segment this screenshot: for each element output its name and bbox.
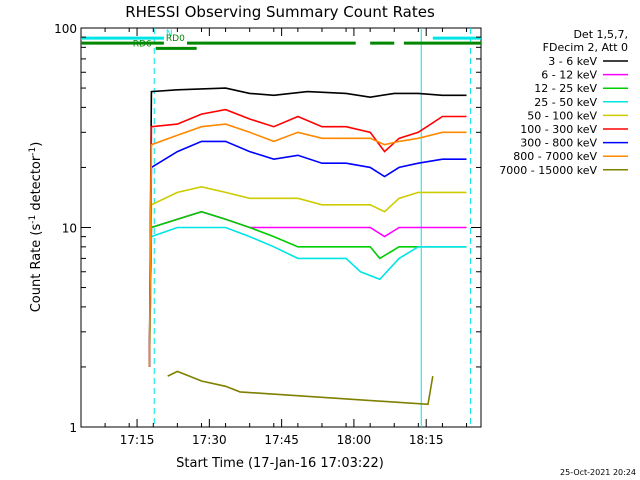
y-axis-label-sup: -1 <box>28 215 38 224</box>
legend-label-6: 300 - 800 keV <box>520 137 597 150</box>
y-tick-label-0: 1 <box>69 421 77 435</box>
flag-label-n: N <box>166 29 173 39</box>
y-axis-label-sup-2: -1 <box>28 147 38 156</box>
legend-label-4: 50 - 100 keV <box>527 109 597 122</box>
legend-label-1: 6 - 12 keV <box>541 69 597 82</box>
axis-ticks: 17:15 17:30 17:45 18:00 18:15 1 10 100 <box>54 22 481 447</box>
legend-label-2: 12 - 25 keV <box>534 82 597 95</box>
series-line-5 <box>148 108 467 367</box>
y-axis-label: Count Rate (s-1 detector-1) <box>28 142 44 313</box>
y-tick-label-1: 10 <box>62 222 77 236</box>
legend-label-7: 800 - 7000 keV <box>513 150 597 163</box>
footer-timestamp: 25-Oct-2021 20:24 <box>560 468 636 477</box>
series-line-8 <box>167 370 434 406</box>
series-line-2 <box>148 210 467 367</box>
x-tick-label-0: 17:15 <box>120 433 155 447</box>
y-axis-label-close: ) <box>29 142 44 147</box>
chart-title: RHESSI Observing Summary Count Rates <box>125 3 435 21</box>
series-line-4 <box>148 185 467 367</box>
series-line-0 <box>148 87 467 367</box>
x-tick-label-4: 18:15 <box>409 433 444 447</box>
legend-label-3: 25 - 50 keV <box>534 96 597 109</box>
legend-header-2: FDecim 2, Att 0 <box>543 41 628 54</box>
legend-header-1: Det 1,5,7, <box>573 28 628 41</box>
legend-label-0: 3 - 6 keV <box>548 55 597 68</box>
series-line-7 <box>148 123 467 367</box>
series-line-6 <box>148 140 467 367</box>
y-axis-label-tail: detector <box>29 155 44 215</box>
flag-label-rd0: RD0 <box>166 34 185 44</box>
series-layer <box>148 87 467 406</box>
flag-label-rd6: RD6 <box>133 39 152 49</box>
series-line-1 <box>148 210 467 367</box>
x-tick-label-2: 17:45 <box>264 433 299 447</box>
legend-label-8: 7000 - 15000 keV <box>499 164 597 177</box>
x-tick-label-1: 17:30 <box>192 433 227 447</box>
y-axis-label-main: Count Rate (s <box>29 224 44 313</box>
legend-label-5: 100 - 300 keV <box>520 123 597 136</box>
y-tick-label-2: 100 <box>54 22 77 36</box>
x-axis-label: Start Time (17-Jan-16 17:03:22) <box>176 456 384 471</box>
x-tick-label-3: 18:00 <box>337 433 372 447</box>
series-line-3 <box>148 226 467 367</box>
